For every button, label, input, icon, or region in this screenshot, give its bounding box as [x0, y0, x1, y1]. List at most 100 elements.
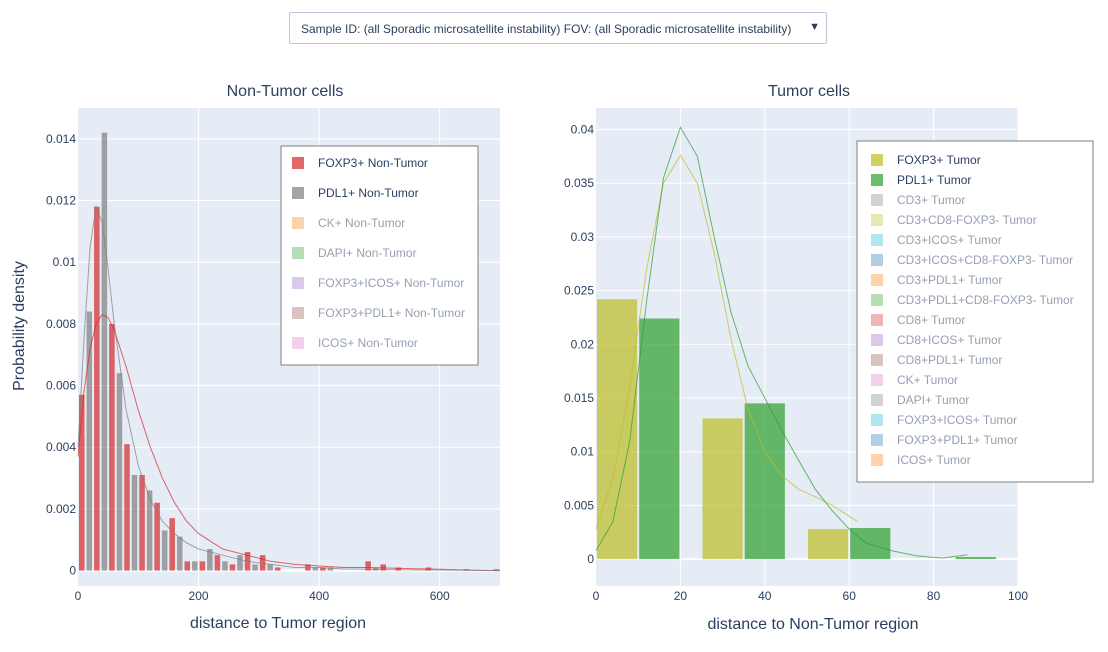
legend-item[interactable]: FOXP3+ Tumor: [871, 153, 981, 167]
y-tick-label: 0.012: [46, 194, 76, 208]
legend-swatch: [871, 334, 883, 346]
histogram-bar[interactable]: [850, 527, 891, 560]
histogram-bar[interactable]: [139, 474, 145, 571]
histogram-bar[interactable]: [109, 323, 115, 571]
legend-item[interactable]: FOXP3+PDL1+ Non-Tumor: [292, 306, 465, 320]
legend-label: FOXP3+ Tumor: [897, 153, 981, 167]
histogram-bar[interactable]: [184, 561, 191, 571]
y-tick-label: 0.025: [564, 284, 594, 298]
histogram-bar[interactable]: [214, 555, 221, 571]
y-tick-label: 0.005: [564, 498, 594, 512]
legend-swatch: [871, 414, 883, 426]
legend-label: PDL1+ Non-Tumor: [318, 186, 419, 200]
histogram-bar[interactable]: [192, 561, 198, 571]
legend-item[interactable]: CK+ Non-Tumor: [292, 216, 405, 230]
histogram-bar[interactable]: [274, 567, 281, 571]
density-curve: [595, 154, 858, 530]
x-tick-label: 100: [1008, 589, 1028, 603]
histogram-bar[interactable]: [252, 564, 258, 571]
histogram-bar[interactable]: [199, 561, 206, 571]
histogram-bar[interactable]: [365, 561, 371, 571]
histogram-bar[interactable]: [237, 555, 243, 571]
x-tick-label: 0: [75, 589, 82, 603]
x-tick-label: 600: [430, 589, 450, 603]
histogram-bar[interactable]: [161, 530, 168, 571]
legend-item[interactable]: PDL1+ Tumor: [871, 173, 971, 187]
legend-item[interactable]: CD8+PDL1+ Tumor: [871, 353, 1002, 367]
legend-label: DAPI+ Non-Tumor: [318, 246, 417, 260]
y-tick-label: 0: [69, 564, 76, 578]
density-curve: [77, 313, 501, 572]
chevron-down-icon[interactable]: ▼: [809, 21, 820, 33]
histogram-bar[interactable]: [493, 569, 499, 571]
histogram-bar[interactable]: [327, 567, 334, 571]
histogram-bar[interactable]: [702, 418, 743, 560]
histogram-bar[interactable]: [312, 567, 319, 571]
legend-swatch: [292, 217, 304, 229]
histogram-bar[interactable]: [395, 567, 402, 571]
histogram-bar[interactable]: [207, 548, 213, 571]
legend-swatch: [292, 337, 304, 349]
legend-item[interactable]: CD3+ Tumor: [871, 193, 965, 207]
legend-swatch: [292, 157, 304, 169]
y-tick-label: 0.008: [46, 317, 76, 331]
legend-item[interactable]: CK+ Tumor: [871, 373, 958, 387]
legend-swatch: [871, 294, 883, 306]
histogram-bar[interactable]: [320, 567, 326, 571]
histogram-bar[interactable]: [744, 403, 785, 560]
histogram-bar[interactable]: [639, 318, 680, 560]
legend-swatch: [292, 307, 304, 319]
histogram-bar[interactable]: [222, 561, 228, 571]
histogram-bar[interactable]: [79, 394, 85, 571]
histogram-bar[interactable]: [229, 564, 236, 571]
legend-item[interactable]: FOXP3+PDL1+ Tumor: [871, 433, 1018, 447]
y-tick-label: 0.01: [53, 255, 77, 269]
histogram-bar[interactable]: [94, 206, 100, 571]
legend-label: CD3+PDL1+CD8-FOXP3- Tumor: [897, 293, 1074, 307]
legend-item[interactable]: CD3+ICOS+ Tumor: [871, 233, 1002, 247]
legend-item[interactable]: PDL1+ Non-Tumor: [292, 186, 419, 200]
legend-item[interactable]: CD3+CD8-FOXP3- Tumor: [871, 213, 1037, 227]
x-tick-label: 0: [593, 589, 600, 603]
chart-title: Non-Tumor cells: [227, 83, 344, 100]
legend-swatch: [871, 354, 883, 366]
histogram-bar[interactable]: [955, 556, 996, 560]
legend-item[interactable]: DAPI+ Tumor: [871, 393, 969, 407]
legend-item[interactable]: CD8+ICOS+ Tumor: [871, 333, 1002, 347]
legend-item[interactable]: FOXP3+ICOS+ Non-Tumor: [292, 276, 464, 290]
legend-item[interactable]: DAPI+ Non-Tumor: [292, 246, 417, 260]
legend-item[interactable]: FOXP3+ Non-Tumor: [292, 156, 428, 170]
legend-label: FOXP3+ICOS+ Tumor: [897, 413, 1017, 427]
legend-item[interactable]: CD8+ Tumor: [871, 313, 965, 327]
y-tick-label: 0.03: [571, 230, 595, 244]
histogram-bar[interactable]: [86, 311, 93, 571]
y-tick-label: 0.006: [46, 379, 76, 393]
x-tick-label: 200: [189, 589, 209, 603]
legend-item[interactable]: CD3+PDL1+CD8-FOXP3- Tumor: [871, 293, 1074, 307]
histogram-bar[interactable]: [176, 536, 183, 571]
legend-item[interactable]: FOXP3+ICOS+ Tumor: [871, 413, 1017, 427]
legend-item[interactable]: ICOS+ Non-Tumor: [292, 336, 418, 350]
histogram-bar[interactable]: [116, 373, 123, 571]
histogram-bar[interactable]: [597, 299, 638, 560]
legend-item[interactable]: CD3+PDL1+ Tumor: [871, 273, 1002, 287]
histogram-bar[interactable]: [101, 132, 108, 571]
legend-box: [280, 145, 479, 366]
legend-item[interactable]: ICOS+ Tumor: [871, 453, 971, 467]
histogram-bar[interactable]: [131, 474, 138, 571]
legend-label: CD3+PDL1+ Tumor: [897, 273, 1002, 287]
density-curve: [77, 204, 501, 572]
sample-fov-dropdown[interactable]: Sample ID: (all Sporadic microsatellite …: [289, 12, 827, 44]
legend-label: CK+ Tumor: [897, 373, 958, 387]
histogram-bar[interactable]: [169, 518, 175, 571]
histogram-bar[interactable]: [124, 444, 130, 571]
histogram-bar[interactable]: [808, 529, 849, 560]
legend-swatch: [292, 277, 304, 289]
histogram-bar[interactable]: [146, 490, 153, 571]
histogram-bar[interactable]: [154, 502, 160, 571]
legend-swatch: [871, 234, 883, 246]
y-tick-label: 0.035: [564, 176, 594, 190]
dropdown-label: Sample ID: (all Sporadic microsatellite …: [301, 22, 792, 36]
legend-item[interactable]: CD3+ICOS+CD8-FOXP3- Tumor: [871, 253, 1073, 267]
histogram-bar[interactable]: [267, 564, 273, 571]
